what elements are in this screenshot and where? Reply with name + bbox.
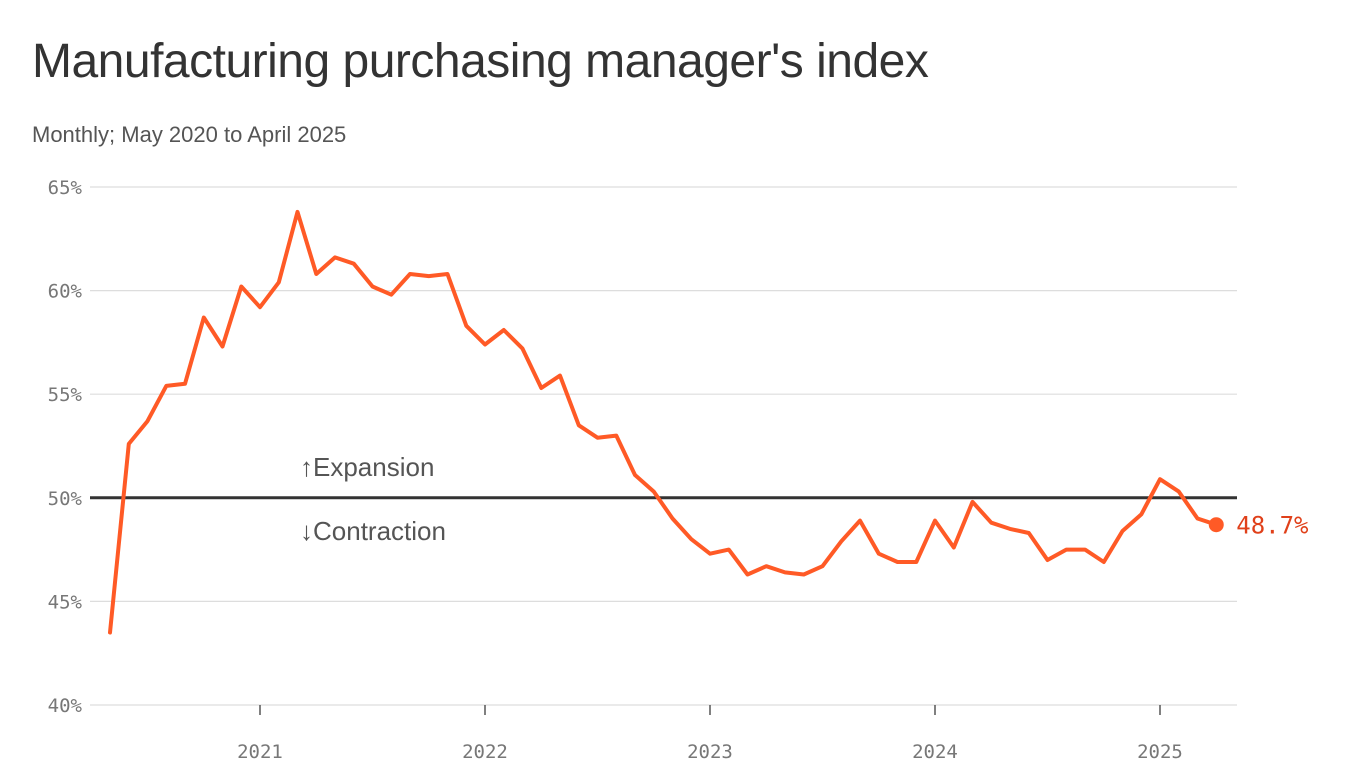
data-point xyxy=(989,521,993,525)
contraction-label: ↓Contraction xyxy=(300,516,446,546)
data-point xyxy=(202,316,206,320)
data-point xyxy=(1027,531,1031,535)
data-point xyxy=(1196,517,1200,521)
data-point xyxy=(1177,490,1181,494)
data-point xyxy=(652,490,656,494)
data-point xyxy=(764,564,768,568)
x-tick-label: 2025 xyxy=(1137,741,1183,763)
data-point xyxy=(933,519,937,523)
data-point xyxy=(146,419,150,423)
data-point xyxy=(239,284,243,288)
x-axis-ticks: 2021 2022 2023 2024 2025 xyxy=(237,705,1183,763)
data-point xyxy=(858,519,862,523)
data-point xyxy=(614,434,618,438)
data-point xyxy=(914,560,918,564)
data-point xyxy=(371,284,375,288)
data-point xyxy=(314,272,318,276)
data-point xyxy=(127,442,131,446)
data-point xyxy=(1139,512,1143,516)
data-point xyxy=(277,280,281,284)
data-point xyxy=(483,342,487,346)
data-point xyxy=(952,546,956,550)
data-point xyxy=(877,552,881,556)
data-point xyxy=(333,255,337,259)
y-tick-label: 45% xyxy=(48,591,83,613)
data-point xyxy=(296,210,300,214)
expansion-label: ↑Expansion xyxy=(300,452,434,482)
data-point xyxy=(221,345,225,349)
data-point xyxy=(558,374,562,378)
data-point xyxy=(1046,558,1050,562)
x-tick-label: 2023 xyxy=(687,741,733,763)
data-point xyxy=(389,293,393,297)
data-point xyxy=(408,272,412,276)
data-point xyxy=(839,539,843,543)
data-point xyxy=(1158,477,1162,481)
y-tick-label: 50% xyxy=(48,488,83,510)
data-point xyxy=(802,572,806,576)
latest-value-dot xyxy=(1208,517,1224,533)
data-point xyxy=(183,382,187,386)
y-tick-label: 40% xyxy=(48,695,83,717)
data-point xyxy=(746,572,750,576)
data-point xyxy=(971,500,975,504)
data-point xyxy=(464,324,468,328)
data-point xyxy=(258,305,262,309)
data-point xyxy=(596,436,600,440)
data-point xyxy=(1064,548,1068,552)
data-point xyxy=(446,272,450,276)
data-point xyxy=(577,423,581,427)
data-point xyxy=(727,548,731,552)
gridlines xyxy=(90,186,1237,706)
chart-title: Manufacturing purchasing manager's index xyxy=(32,35,929,88)
y-tick-label: 55% xyxy=(48,384,83,406)
data-point xyxy=(539,386,543,390)
data-point xyxy=(1083,548,1087,552)
data-point xyxy=(108,630,112,634)
data-point xyxy=(708,552,712,556)
series-layer xyxy=(108,209,1224,635)
latest-value-label: 48.7% xyxy=(1236,512,1309,540)
data-point xyxy=(1102,560,1106,564)
y-axis-tick-labels: 40% 45% 50% 55% 60% 65% xyxy=(48,177,83,717)
data-point xyxy=(502,328,506,332)
y-tick-label: 65% xyxy=(48,177,83,199)
chart-subtitle: Monthly; May 2020 to April 2025 xyxy=(32,122,347,147)
data-point xyxy=(821,564,825,568)
data-point xyxy=(783,570,787,574)
data-point xyxy=(689,537,693,541)
data-point xyxy=(671,517,675,521)
data-point xyxy=(521,347,525,351)
data-point xyxy=(1008,527,1012,531)
data-point xyxy=(1121,529,1125,533)
data-point xyxy=(164,384,168,388)
data-point xyxy=(896,560,900,564)
data-point xyxy=(427,274,431,278)
data-point xyxy=(352,262,356,266)
x-tick-label: 2022 xyxy=(462,741,508,763)
series-line-pmi xyxy=(108,209,1219,635)
y-tick-label: 60% xyxy=(48,281,83,303)
reference-line-group: ↑Expansion ↓Contraction xyxy=(90,452,1237,546)
x-tick-label: 2021 xyxy=(237,741,283,763)
data-point xyxy=(633,473,637,477)
x-tick-label: 2024 xyxy=(912,741,958,763)
